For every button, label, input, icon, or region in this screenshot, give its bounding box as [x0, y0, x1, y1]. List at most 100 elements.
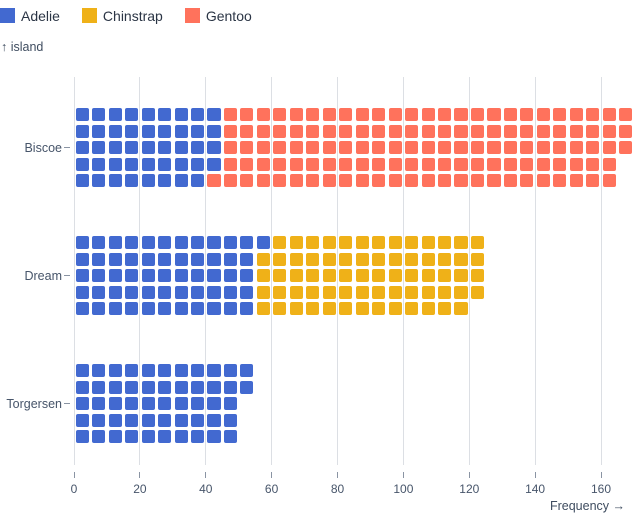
waffle-cell[interactable] [75, 269, 89, 283]
waffle-cell[interactable] [240, 380, 254, 394]
waffle-cell[interactable] [240, 364, 254, 378]
waffle-cell[interactable] [92, 269, 106, 283]
waffle-cell[interactable] [223, 141, 238, 155]
waffle-cell[interactable] [108, 108, 122, 122]
waffle-cell[interactable] [75, 174, 89, 188]
waffle-cell[interactable] [388, 302, 402, 316]
waffle-cell[interactable] [207, 430, 221, 444]
waffle-cell[interactable] [372, 141, 386, 155]
waffle-cell[interactable] [92, 108, 106, 122]
waffle-cell[interactable] [141, 252, 155, 266]
waffle-cell[interactable] [372, 236, 386, 250]
waffle-cell[interactable] [125, 285, 139, 299]
waffle-cell[interactable] [503, 108, 518, 122]
waffle-cell[interactable] [75, 397, 89, 411]
waffle-cell[interactable] [75, 413, 89, 427]
waffle-cell[interactable] [388, 269, 402, 283]
waffle-cell[interactable] [92, 124, 106, 138]
waffle-cell[interactable] [421, 236, 435, 250]
waffle-cell[interactable] [256, 269, 270, 283]
waffle-cell[interactable] [207, 108, 221, 122]
waffle-cell[interactable] [536, 174, 550, 188]
waffle-cell[interactable] [141, 174, 155, 188]
waffle-cell[interactable] [273, 252, 287, 266]
waffle-cell[interactable] [240, 157, 254, 171]
waffle-cell[interactable] [125, 380, 139, 394]
waffle-cell[interactable] [454, 174, 468, 188]
legend-item-chinstrap[interactable]: Chinstrap [81, 8, 163, 24]
waffle-cell[interactable] [158, 380, 172, 394]
waffle-cell[interactable] [273, 157, 287, 171]
waffle-cell[interactable] [454, 236, 468, 250]
waffle-cell[interactable] [405, 269, 419, 283]
waffle-cell[interactable] [125, 397, 139, 411]
waffle-cell[interactable] [108, 141, 122, 155]
waffle-cell[interactable] [520, 141, 534, 155]
waffle-cell[interactable] [108, 124, 122, 138]
waffle-cell[interactable] [240, 302, 254, 316]
waffle-cell[interactable] [339, 302, 353, 316]
waffle-cell[interactable] [388, 236, 402, 250]
waffle-cell[interactable] [339, 174, 353, 188]
waffle-cell[interactable] [141, 108, 155, 122]
waffle-cell[interactable] [75, 380, 89, 394]
waffle-cell[interactable] [438, 141, 452, 155]
waffle-cell[interactable] [306, 236, 320, 250]
waffle-cell[interactable] [141, 430, 155, 444]
waffle-cell[interactable] [256, 236, 270, 250]
waffle-cell[interactable] [125, 364, 139, 378]
waffle-cell[interactable] [569, 124, 583, 138]
waffle-cell[interactable] [158, 174, 172, 188]
waffle-cell[interactable] [190, 380, 205, 394]
waffle-cell[interactable] [207, 285, 221, 299]
waffle-cell[interactable] [388, 141, 402, 155]
waffle-cell[interactable] [240, 285, 254, 299]
waffle-cell[interactable] [520, 108, 534, 122]
waffle-cell[interactable] [454, 285, 468, 299]
waffle-cell[interactable] [75, 364, 89, 378]
waffle-cell[interactable] [421, 302, 435, 316]
waffle-cell[interactable] [421, 108, 435, 122]
waffle-cell[interactable] [108, 302, 122, 316]
waffle-cell[interactable] [454, 124, 468, 138]
waffle-cell[interactable] [174, 302, 188, 316]
waffle-cell[interactable] [388, 108, 402, 122]
waffle-cell[interactable] [306, 141, 320, 155]
waffle-cell[interactable] [553, 157, 567, 171]
waffle-cell[interactable] [174, 141, 188, 155]
waffle-cell[interactable] [223, 430, 238, 444]
waffle-cell[interactable] [190, 141, 205, 155]
waffle-cell[interactable] [388, 157, 402, 171]
waffle-cell[interactable] [273, 124, 287, 138]
waffle-cell[interactable] [322, 174, 336, 188]
waffle-cell[interactable] [273, 174, 287, 188]
waffle-cell[interactable] [421, 157, 435, 171]
waffle-cell[interactable] [223, 285, 238, 299]
waffle-cell[interactable] [158, 430, 172, 444]
waffle-cell[interactable] [306, 174, 320, 188]
waffle-cell[interactable] [256, 141, 270, 155]
waffle-cell[interactable] [421, 285, 435, 299]
waffle-cell[interactable] [141, 157, 155, 171]
waffle-cell[interactable] [207, 174, 221, 188]
waffle-cell[interactable] [190, 397, 205, 411]
waffle-cell[interactable] [602, 141, 616, 155]
waffle-cell[interactable] [438, 124, 452, 138]
waffle-cell[interactable] [470, 108, 485, 122]
waffle-cell[interactable] [405, 285, 419, 299]
waffle-cell[interactable] [75, 124, 89, 138]
waffle-cell[interactable] [240, 174, 254, 188]
waffle-cell[interactable] [602, 174, 616, 188]
waffle-cell[interactable] [158, 108, 172, 122]
waffle-cell[interactable] [223, 108, 238, 122]
waffle-cell[interactable] [355, 252, 369, 266]
waffle-cell[interactable] [421, 141, 435, 155]
waffle-cell[interactable] [190, 302, 205, 316]
waffle-cell[interactable] [108, 397, 122, 411]
waffle-cell[interactable] [75, 141, 89, 155]
waffle-cell[interactable] [322, 269, 336, 283]
waffle-cell[interactable] [256, 124, 270, 138]
waffle-cell[interactable] [289, 269, 303, 283]
waffle-cell[interactable] [273, 108, 287, 122]
waffle-cell[interactable] [108, 364, 122, 378]
